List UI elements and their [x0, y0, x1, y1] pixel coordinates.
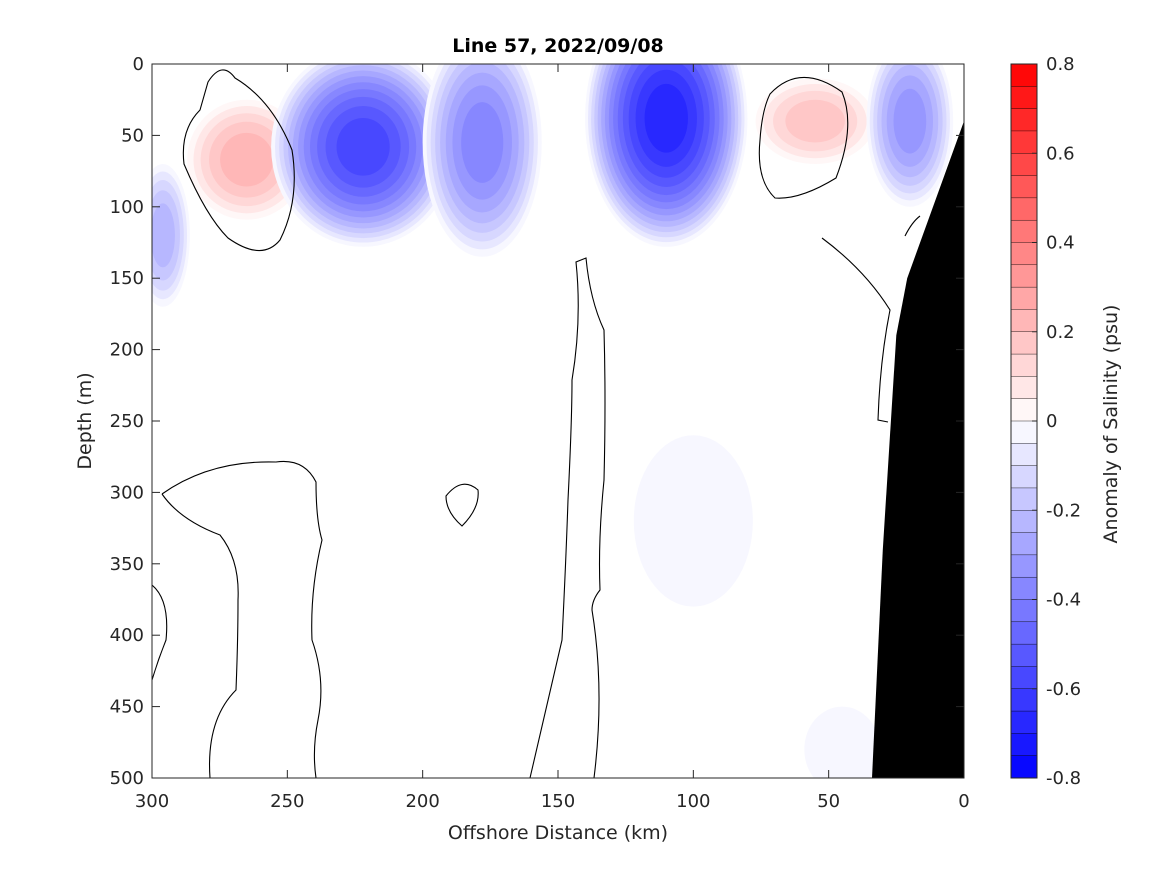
contour-band: [633, 435, 753, 607]
colorbar-swatch: [1010, 487, 1038, 511]
colorbar-swatch: [1010, 398, 1038, 422]
colorbar-swatch: [1010, 353, 1038, 377]
y-tick-label: 250: [110, 411, 144, 432]
colorbar-tick-label: -0.6: [1046, 679, 1081, 700]
zero-contour-small-loop: [445, 483, 479, 527]
colorbar-tick-label: 0.8: [1046, 54, 1075, 75]
zero-contour-lines: [152, 69, 921, 778]
y-tick-label: 0: [133, 54, 144, 75]
contour-band: [336, 117, 390, 176]
y-tick-label: 300: [110, 482, 144, 503]
colorbar-tick-label: 0.2: [1046, 322, 1075, 343]
anomaly-feature-negative-5: [422, 64, 542, 257]
zero-contour-deep-offshore: [161, 460, 323, 778]
anomaly-feature-negative-8: [633, 435, 753, 607]
y-tick-label: 50: [121, 125, 144, 146]
colorbar-swatch: [1010, 576, 1038, 600]
colorbar-swatch: [1010, 554, 1038, 578]
y-tick-label: 400: [110, 625, 144, 646]
colorbar-swatch: [1010, 175, 1038, 199]
colorbar-label: Anomaly of Salinity (psu): [1100, 305, 1122, 544]
y-tick-label: 200: [110, 340, 144, 361]
zero-contour-positive-nearshore: [758, 76, 849, 199]
contour-fill-layer: [152, 64, 954, 778]
colorbar-swatch: [1010, 197, 1038, 221]
colorbar-swatch: [1010, 710, 1038, 734]
colorbar-swatch: [1010, 688, 1038, 712]
contour-band: [785, 99, 845, 143]
zero-contour-left-edge: [152, 584, 168, 681]
colorbar: 0.8 0.6 0.4 0.2 0 -0.2 -0.4 -0.6 -0.8: [1010, 54, 1081, 789]
colorbar-swatch: [1010, 510, 1038, 534]
colorbar-swatch: [1010, 86, 1038, 110]
anomaly-feature-negative-7: [152, 163, 190, 307]
chart-title: Line 57, 2022/09/08: [452, 35, 664, 57]
colorbar-tick-label: -0.2: [1046, 500, 1081, 521]
contour-band: [644, 83, 688, 153]
colorbar-swatch: [1010, 63, 1038, 87]
colorbar-swatch: [1010, 153, 1038, 177]
anomaly-feature-negative-6: [866, 64, 954, 207]
y-tick-label: 150: [110, 268, 144, 289]
colorbar-swatch: [1010, 108, 1038, 132]
contour-band: [152, 203, 175, 268]
y-axis-label: Depth (m): [74, 372, 96, 469]
colorbar-swatch: [1010, 443, 1038, 467]
colorbar-swatch: [1010, 309, 1038, 333]
x-tick-label: 250: [270, 791, 304, 812]
colorbar-swatch: [1010, 465, 1038, 489]
zero-contour-central-ridge: [529, 257, 606, 778]
anomaly-feature-positive-2: [755, 78, 875, 164]
colorbar-swatch: [1010, 733, 1038, 757]
colorbar-swatch: [1010, 532, 1038, 556]
contour-band: [893, 88, 927, 154]
colorbar-swatch: [1010, 755, 1038, 779]
bathymetry-seafloor: [872, 121, 964, 779]
y-axis: 0 50 100 150 200 250 300 350 400 450 500: [110, 54, 964, 789]
y-tick-label: 100: [110, 197, 144, 218]
colorbar-swatch: [1010, 376, 1038, 400]
y-tick-label: 450: [110, 697, 144, 718]
colorbar-swatch: [1010, 621, 1038, 645]
colorbar-swatch: [1010, 264, 1038, 288]
colorbar-swatch: [1010, 130, 1038, 154]
anomaly-feature-negative-4: [585, 64, 748, 247]
colorbar-tick-label: 0.6: [1046, 143, 1075, 164]
y-tick-label: 350: [110, 554, 144, 575]
x-tick-label: 100: [676, 791, 710, 812]
zero-contour-positive-offshore: [182, 69, 295, 252]
zero-contour-deep-offshore-inner: [161, 493, 239, 778]
colorbar-tick-label: 0.4: [1046, 233, 1075, 254]
colorbar-swatch: [1010, 643, 1038, 667]
colorbar-swatch: [1010, 219, 1038, 243]
zero-contour-nearshore-slope: [821, 237, 891, 423]
colorbar-swatch: [1010, 286, 1038, 310]
colorbar-tick-label: 0: [1046, 411, 1057, 432]
x-tick-label: 200: [405, 791, 439, 812]
colorbar-tick-label: -0.8: [1046, 768, 1081, 789]
colorbar-tick-label: -0.4: [1046, 590, 1081, 611]
x-tick-label: 0: [958, 791, 969, 812]
contour-band: [461, 102, 504, 183]
colorbar-swatch: [1010, 599, 1038, 623]
zero-contour-upper-nearshore: [904, 215, 921, 237]
x-tick-label: 150: [541, 791, 575, 812]
x-tick-label: 300: [135, 791, 169, 812]
x-axis-label: Offshore Distance (km): [448, 822, 668, 844]
colorbar-swatch: [1010, 331, 1038, 355]
contour-band: [220, 132, 274, 187]
contour-band: [804, 706, 881, 778]
x-axis: 300 250 200 150 100 50 0: [135, 64, 970, 812]
anomaly-feature-negative-9: [804, 706, 881, 778]
anomaly-feature-negative-3: [271, 64, 456, 247]
y-tick-label: 500: [110, 768, 144, 789]
colorbar-swatch: [1010, 242, 1038, 266]
colorbar-swatch: [1010, 666, 1038, 690]
colorbar-swatch: [1010, 420, 1038, 444]
x-tick-label: 50: [817, 791, 840, 812]
plot-area: [151, 63, 965, 779]
